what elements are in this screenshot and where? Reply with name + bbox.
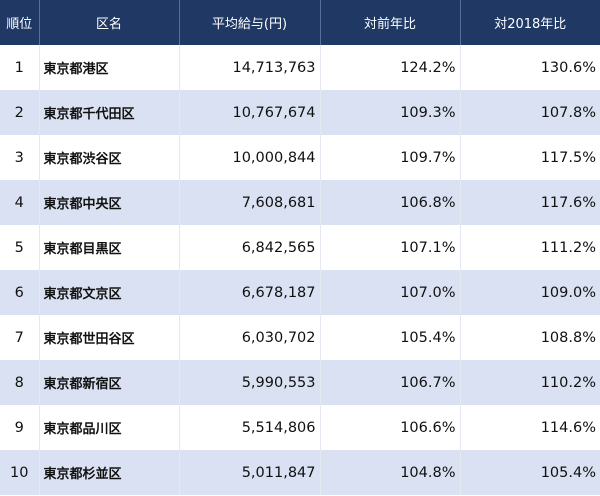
vs-2018-cell: 110.2% — [460, 360, 600, 405]
ward-name-cell: 東京都千代田区 — [39, 90, 180, 135]
salary-cell: 14,713,763 — [179, 45, 321, 90]
rank-cell: 1 — [0, 45, 40, 90]
yoy-cell: 106.6% — [320, 405, 461, 450]
salary-cell: 6,842,565 — [179, 225, 321, 270]
rank-cell: 7 — [0, 315, 40, 360]
salary-cell: 5,011,847 — [179, 450, 321, 495]
yoy-cell: 109.3% — [320, 90, 461, 135]
table-row: 5 東京都目黒区 6,842,565 107.1% 111.2% — [0, 225, 600, 270]
vs-2018-cell: 105.4% — [460, 450, 600, 495]
ward-name-cell: 東京都目黒区 — [39, 225, 180, 270]
yoy-cell: 107.1% — [320, 225, 461, 270]
rank-cell: 9 — [0, 405, 40, 450]
vs-2018-cell: 117.6% — [460, 180, 600, 225]
vs-2018-cell: 108.8% — [540, 329, 596, 346]
header-rank: 順位 — [0, 0, 40, 45]
ward-name-cell: 東京都新宿区 — [39, 360, 180, 405]
yoy-cell: 104.8% — [320, 450, 461, 495]
salary-cell: 7,608,681 — [179, 180, 321, 225]
salary-cell: 5,514,806 — [179, 405, 321, 450]
yoy-cell: 106.8% — [320, 180, 461, 225]
table-row: 1 東京都港区 14,713,763 124.2% 130.6% — [0, 45, 600, 90]
ward-name-cell: 東京都品川区 — [39, 405, 180, 450]
vs-2018-cell: 111.2% — [540, 239, 596, 256]
table-row: 10 東京都杉並区 5,011,847 104.8% 105.4% — [0, 450, 600, 495]
table-row: 7 東京都世田谷区 6,030,702 105.4% 108.8% — [0, 315, 600, 360]
vs-2018-cell: 107.8% — [460, 90, 600, 135]
yoy-cell: 109.7% — [320, 135, 461, 180]
salary-cell: 10,767,674 — [179, 90, 321, 135]
salary-cell: 6,678,187 — [179, 270, 321, 315]
rank-cell: 5 — [0, 225, 40, 270]
header-ward-name: 区名 — [39, 0, 180, 45]
salary-cell: 6,030,702 — [179, 315, 321, 360]
rank-cell: 2 — [0, 90, 40, 135]
vs-2018-cell: 109.0% — [460, 270, 600, 315]
table-row: 6 東京都文京区 6,678,187 107.0% 109.0% — [0, 270, 600, 315]
rank-cell: 4 — [0, 180, 40, 225]
vs-2018-cell: 114.6% — [540, 419, 596, 436]
rank-cell: 10 — [0, 450, 40, 495]
yoy-cell: 106.7% — [320, 360, 461, 405]
yoy-cell: 124.2% — [320, 45, 461, 90]
table-row: 2 東京都千代田区 10,767,674 109.3% 107.8% — [0, 90, 600, 135]
yoy-cell: 105.4% — [320, 315, 461, 360]
salary-cell: 10,000,844 — [179, 135, 321, 180]
table-row: 3 東京都渋谷区 10,000,844 109.7% 117.5% — [0, 135, 600, 180]
rank-cell: 3 — [0, 135, 40, 180]
header-vs-2018: 対2018年比 — [460, 0, 600, 45]
header-yoy: 対前年比 — [320, 0, 461, 45]
header-row: 順位 区名 平均給与(円) 対前年比 対2018年比 — [0, 0, 600, 45]
table-row: 9 東京都品川区 5,514,806 106.6% 114.6% — [0, 405, 600, 450]
header-average-salary: 平均給与(円) — [179, 0, 321, 45]
ward-name-cell: 東京都文京区 — [39, 270, 180, 315]
vs-2018-cell: 117.5% — [540, 149, 596, 166]
ward-name-cell: 東京都杉並区 — [39, 450, 180, 495]
ward-name-cell: 東京都港区 — [39, 45, 180, 90]
ward-name-cell: 東京都渋谷区 — [39, 135, 180, 180]
rank-cell: 8 — [0, 360, 40, 405]
salary-cell: 5,990,553 — [179, 360, 321, 405]
vs-2018-cell: 130.6% — [540, 59, 596, 76]
table-row: 4 東京都中央区 7,608,681 106.8% 117.6% — [0, 180, 600, 225]
yoy-cell: 107.0% — [320, 270, 461, 315]
rank-cell: 6 — [0, 270, 40, 315]
table-row: 8 東京都新宿区 5,990,553 106.7% 110.2% — [0, 360, 600, 405]
ward-name-cell: 東京都中央区 — [39, 180, 180, 225]
ward-name-cell: 東京都世田谷区 — [39, 315, 180, 360]
